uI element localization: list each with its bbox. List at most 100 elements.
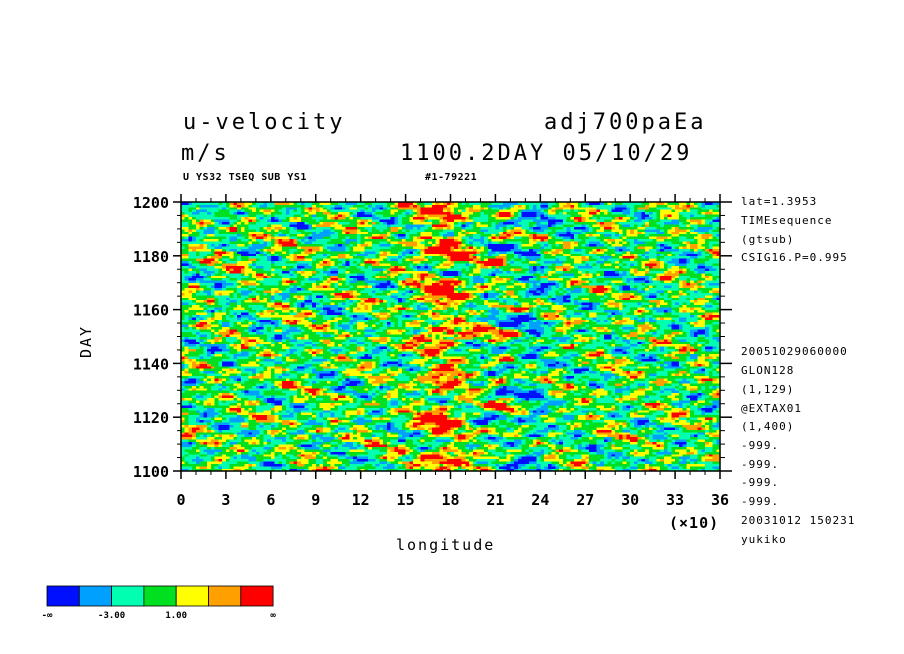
heatmap-cell bbox=[353, 387, 358, 391]
heatmap-cell bbox=[297, 385, 302, 389]
heatmap-cell bbox=[502, 463, 508, 467]
heatmap-cell bbox=[315, 395, 320, 399]
heatmap-cell bbox=[708, 456, 713, 460]
heatmap-cell bbox=[607, 456, 612, 460]
heatmap-cell bbox=[338, 448, 343, 452]
heatmap-cell bbox=[371, 444, 377, 447]
heatmap-cell bbox=[252, 412, 257, 416]
heatmap-cell bbox=[274, 426, 279, 430]
heatmap-cell bbox=[244, 404, 249, 408]
heatmap-cell bbox=[424, 402, 429, 406]
heatmap-cell bbox=[259, 387, 264, 391]
heatmap-cell bbox=[233, 412, 238, 416]
heatmap-cell bbox=[334, 429, 339, 433]
heatmap-cell bbox=[319, 446, 324, 450]
heatmap-cell bbox=[394, 461, 399, 465]
heatmap-cell bbox=[585, 422, 590, 425]
heatmap-cell bbox=[506, 390, 511, 394]
heatmap-cell bbox=[364, 461, 369, 465]
heatmap-cell bbox=[431, 426, 436, 430]
heatmap-cell bbox=[330, 426, 335, 430]
heatmap-cell bbox=[450, 429, 455, 433]
heatmap-cell bbox=[499, 419, 504, 423]
heatmap-cell bbox=[192, 429, 197, 433]
heatmap-cell bbox=[596, 439, 601, 443]
heatmap-cell bbox=[487, 426, 493, 430]
heatmap-cell bbox=[409, 412, 414, 416]
heatmap-cell bbox=[278, 456, 283, 460]
heatmap-cell bbox=[371, 412, 377, 416]
heatmap-cell bbox=[716, 468, 721, 472]
heatmap-cell bbox=[701, 390, 706, 394]
heatmap-cell bbox=[379, 458, 384, 462]
heatmap-cell bbox=[491, 424, 496, 428]
heatmap-cell bbox=[472, 436, 478, 440]
heatmap-cell bbox=[622, 407, 627, 411]
heatmap-cell bbox=[701, 444, 706, 447]
heatmap-cell bbox=[671, 448, 676, 452]
heatmap-cell bbox=[514, 404, 519, 408]
heatmap-cell bbox=[656, 429, 661, 433]
heatmap-cell bbox=[457, 390, 463, 394]
heatmap-cell bbox=[199, 439, 204, 443]
heatmap-cell bbox=[446, 458, 451, 462]
heatmap-cell bbox=[487, 446, 493, 450]
heatmap-cell bbox=[454, 451, 459, 455]
heatmap-cell bbox=[334, 431, 339, 435]
heatmap-cell bbox=[506, 402, 511, 406]
heatmap-cell bbox=[708, 463, 713, 467]
heatmap-cell bbox=[626, 466, 631, 469]
heatmap-cell bbox=[439, 458, 444, 462]
heatmap-cell bbox=[424, 417, 429, 421]
heatmap-cell bbox=[349, 422, 354, 425]
heatmap-cell bbox=[663, 409, 668, 413]
heatmap-cell bbox=[210, 461, 216, 465]
heatmap-cell bbox=[499, 446, 504, 450]
heatmap-cell bbox=[626, 402, 631, 406]
heatmap-cell bbox=[338, 446, 343, 450]
heatmap-cell bbox=[660, 392, 665, 396]
heatmap-cell bbox=[184, 458, 189, 462]
heatmap-cell bbox=[678, 412, 683, 416]
heatmap-cell bbox=[637, 409, 642, 413]
heatmap-cell bbox=[207, 444, 212, 447]
heatmap-cell bbox=[540, 407, 545, 411]
heatmap-cell bbox=[282, 468, 287, 472]
heatmap-cell bbox=[476, 409, 481, 413]
heatmap-cell bbox=[297, 429, 302, 433]
heatmap-cell bbox=[588, 458, 594, 462]
heatmap-cell bbox=[708, 390, 713, 394]
heatmap-cell bbox=[293, 436, 298, 440]
heatmap-cell bbox=[547, 407, 552, 411]
heatmap-cell bbox=[390, 461, 395, 465]
heatmap-cell bbox=[233, 439, 238, 443]
heatmap-cell bbox=[252, 446, 257, 450]
heatmap-cell bbox=[259, 466, 264, 469]
heatmap-cell bbox=[300, 422, 305, 425]
heatmap-cell bbox=[379, 409, 384, 413]
heatmap-cell bbox=[525, 468, 530, 472]
heatmap-cell bbox=[675, 426, 680, 430]
heatmap-cell bbox=[315, 451, 320, 455]
heatmap-cell bbox=[394, 422, 399, 425]
heatmap-cell bbox=[255, 429, 260, 433]
heatmap-cell bbox=[603, 468, 609, 472]
heatmap-cell bbox=[338, 458, 343, 462]
heatmap-cell bbox=[499, 395, 504, 399]
heatmap-cell bbox=[244, 456, 249, 460]
heatmap-cell bbox=[529, 390, 534, 394]
heatmap-cell bbox=[697, 387, 702, 391]
heatmap-cell bbox=[413, 404, 418, 408]
heatmap-cell bbox=[435, 407, 440, 411]
heatmap-cell bbox=[701, 414, 706, 418]
heatmap-cell bbox=[210, 463, 216, 467]
heatmap-cell bbox=[195, 400, 201, 403]
heatmap-cell bbox=[622, 446, 627, 450]
heatmap-cell bbox=[297, 395, 302, 399]
heatmap-cell bbox=[678, 451, 683, 455]
heatmap-cell bbox=[330, 404, 335, 408]
heatmap-cell bbox=[577, 441, 582, 445]
heatmap-cell bbox=[282, 414, 287, 418]
heatmap-cell bbox=[278, 417, 283, 421]
